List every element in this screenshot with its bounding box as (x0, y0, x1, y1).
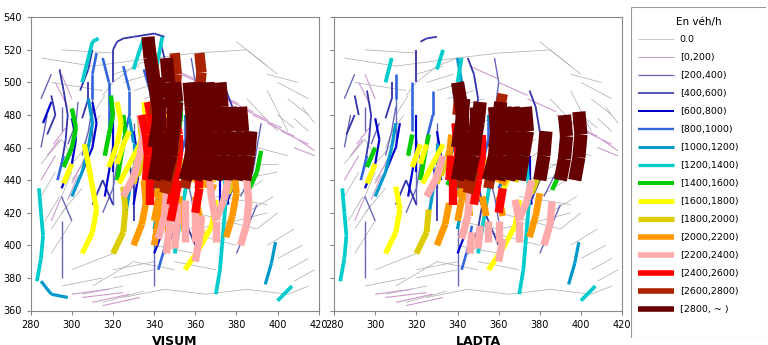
X-axis label: LADTA: LADTA (455, 335, 501, 345)
X-axis label: VISUM: VISUM (152, 335, 197, 345)
Text: [1400,1600): [1400,1600) (680, 179, 738, 188)
Text: [800,1000): [800,1000) (680, 125, 733, 134)
Text: [2800, ~ ): [2800, ~ ) (680, 305, 728, 314)
Text: [200,400): [200,400) (680, 71, 727, 80)
Text: [2600,2800): [2600,2800) (680, 287, 738, 296)
Text: En véh/h: En véh/h (676, 17, 721, 27)
Text: [2400,2600): [2400,2600) (680, 269, 738, 278)
Text: [1000,1200): [1000,1200) (680, 142, 738, 152)
Text: [0,200): [0,200) (680, 52, 714, 62)
Text: [1200,1400): [1200,1400) (680, 161, 738, 170)
FancyBboxPatch shape (631, 7, 766, 338)
Text: [2200,2400): [2200,2400) (680, 251, 738, 260)
Text: [600,800): [600,800) (680, 107, 727, 116)
Text: [1600,1800): [1600,1800) (680, 197, 738, 206)
Text: [2000,2200): [2000,2200) (680, 233, 738, 242)
Text: [400,600): [400,600) (680, 89, 727, 98)
Text: [1800,2000): [1800,2000) (680, 215, 738, 224)
Text: 0.0: 0.0 (680, 34, 695, 43)
